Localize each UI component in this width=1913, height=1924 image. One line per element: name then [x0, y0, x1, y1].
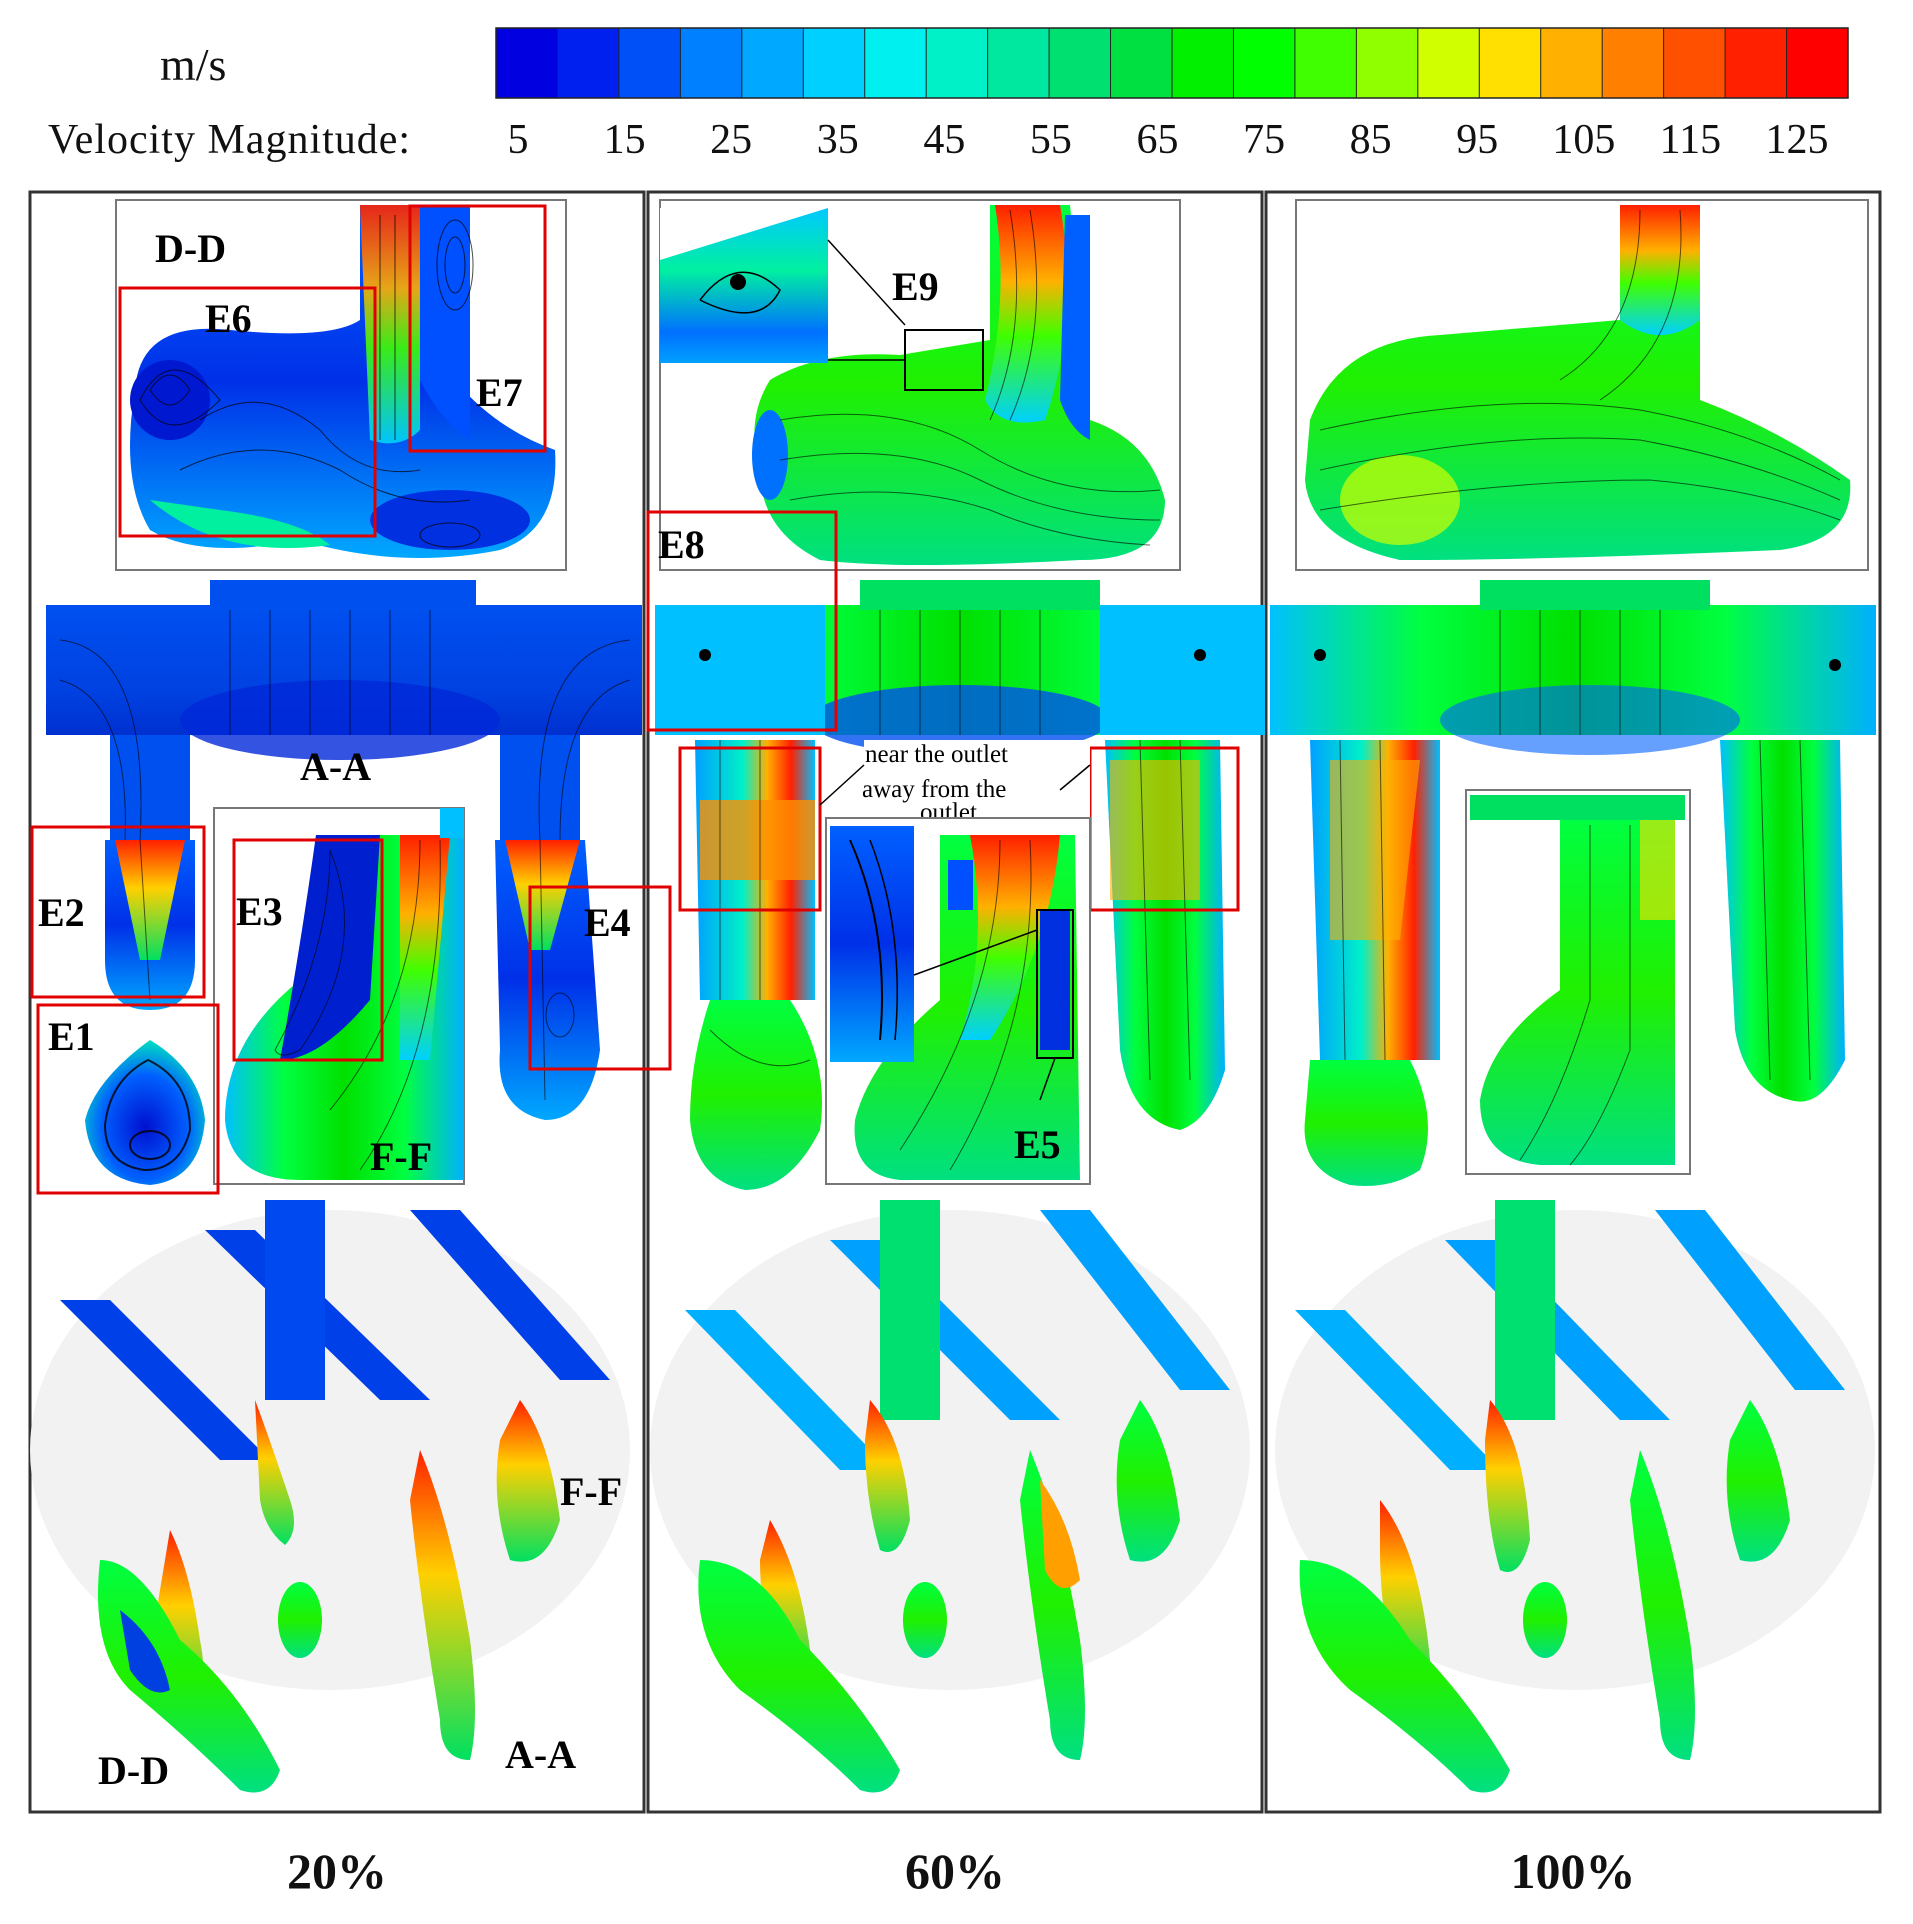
colorbar: [495, 27, 1849, 99]
colorbar-tick-label: 125: [1765, 117, 1829, 163]
colorbar-swatch: [1540, 28, 1603, 98]
label-e1: E1: [48, 1014, 95, 1059]
colorbar-swatch: [741, 28, 804, 98]
colorbar-tick-label: 75: [1243, 117, 1286, 163]
colorbar-swatch: [1294, 28, 1357, 98]
col1-e1-section: E1: [36, 1003, 220, 1195]
colorbar-tick-label: 95: [1456, 117, 1499, 163]
label-e5: E5: [1014, 1122, 1061, 1167]
col2-dd-section: E9: [659, 199, 1181, 571]
col2-ff-section: E5: [825, 817, 1091, 1185]
colorbar-swatch: [987, 28, 1050, 98]
colorbar-tick-label: 55: [1029, 117, 1072, 163]
colorbar-swatch: [680, 28, 743, 98]
colorbar-swatch: [1417, 28, 1480, 98]
box-e1: [36, 1003, 220, 1195]
colorbar-tick-label: 35: [816, 117, 859, 163]
colorbar-swatch: [496, 28, 558, 98]
col2-aa-section: E8 near the outlet away from the outlet: [646, 510, 1265, 1190]
legend-unit: m/s: [160, 39, 227, 90]
label-dd-3d: D-D: [98, 1748, 169, 1793]
panel-frame-100: [1264, 190, 1882, 1814]
colorbar-swatch: [1049, 28, 1112, 98]
colorbar-tick-label: 5: [507, 117, 529, 163]
col2-3d-view: [650, 1200, 1250, 1793]
box-near: [678, 746, 822, 912]
colorbar-tick-label: 65: [1136, 117, 1179, 163]
label-e2: E2: [38, 890, 85, 935]
column-label-20: 20%: [287, 1843, 387, 1899]
colorbar-swatch: [803, 28, 866, 98]
label-near: near the outlet: [865, 741, 1008, 768]
column-label-60: 60%: [905, 1843, 1005, 1899]
colorbar-swatch: [557, 28, 620, 98]
colorbar-tick-label: 85: [1349, 117, 1392, 163]
col1-dd-section: D-D E6 E7: [115, 199, 567, 571]
label-aa: A-A: [300, 744, 371, 789]
panel-frame-60: [646, 190, 1264, 1814]
colorbar-swatch: [926, 28, 989, 98]
label-away: away from the: [862, 776, 1006, 803]
colorbar-tick-label: 15: [603, 117, 646, 163]
inset-e5: [830, 826, 914, 1062]
col1-3d-view: F-F D-D A-A: [30, 1200, 630, 1793]
box-e7: [408, 204, 547, 453]
label-ff-3d: F-F: [560, 1469, 622, 1514]
panel-frame-20: [28, 190, 646, 1814]
box-e2: [30, 825, 206, 999]
label-ff: F-F: [370, 1134, 432, 1179]
colorbar-swatch: [1233, 28, 1296, 98]
col1-ff-section: E3 F-F: [213, 807, 465, 1185]
box-e3: [232, 838, 384, 1062]
label-dd: D-D: [155, 226, 226, 271]
col3-dd-section: [1295, 199, 1869, 571]
col3-aa-section: [1270, 580, 1876, 1186]
box-e6: [118, 286, 377, 538]
colorbar-swatch: [1479, 28, 1542, 98]
colorbar-swatch: [1786, 28, 1849, 98]
colorbar-frame: [495, 27, 1849, 99]
colorbar-swatch: [1356, 28, 1419, 98]
colorbar-swatch: [618, 28, 681, 98]
label-e8: E8: [658, 522, 705, 567]
label-aa-3d: A-A: [505, 1732, 576, 1777]
box-e9-small: [904, 329, 984, 391]
box-e4: [528, 885, 672, 1071]
label-e4: E4: [584, 900, 631, 945]
colorbar-swatch: [1663, 28, 1726, 98]
colorbar-tick-label: 115: [1659, 117, 1722, 163]
legend-label: Velocity Magnitude:: [48, 117, 412, 163]
label-e7: E7: [476, 370, 523, 415]
colorbar-tick-label: 105: [1552, 117, 1616, 163]
colorbar-swatch: [1725, 28, 1788, 98]
column-label-100: 100%: [1510, 1843, 1636, 1899]
label-e6: E6: [205, 296, 252, 341]
box-e8: [646, 510, 838, 732]
colorbar-swatch: [1110, 28, 1173, 98]
col3-3d-view: [1275, 1200, 1875, 1793]
colorbar-swatch: [864, 28, 927, 98]
col1-aa-section: A-A E2 E4: [30, 580, 672, 1120]
colorbar-swatch: [1602, 28, 1665, 98]
label-e9: E9: [892, 264, 939, 309]
label-e3: E3: [236, 889, 283, 934]
colorbar-tick-label: 45: [923, 117, 966, 163]
colorbar-swatch: [1172, 28, 1234, 98]
colorbar-tick-label: 25: [710, 117, 753, 163]
